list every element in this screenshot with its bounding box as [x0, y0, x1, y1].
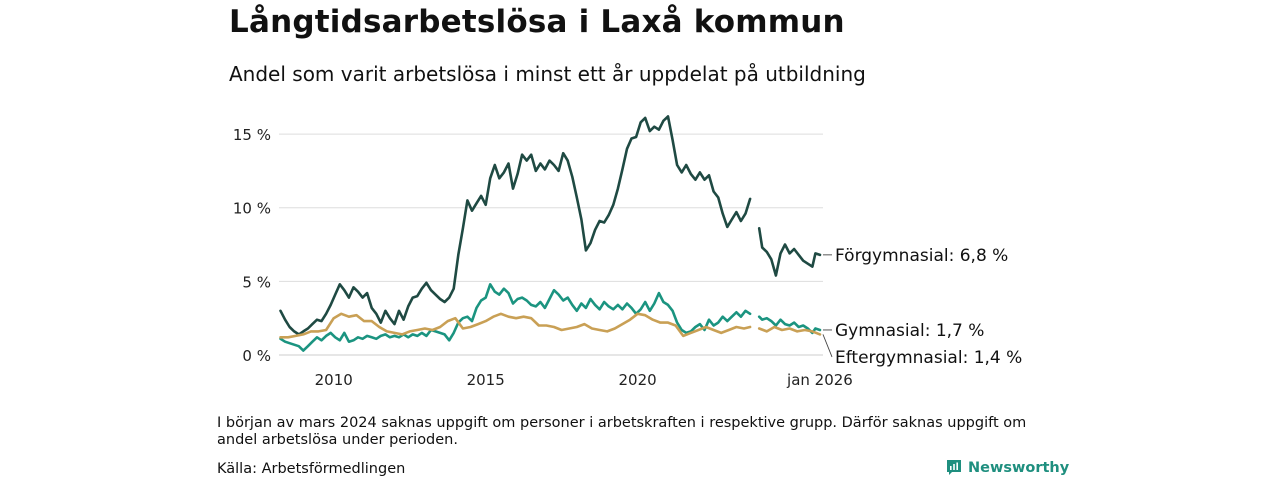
footnote: I början av mars 2024 saknas uppgift om … — [217, 415, 1027, 448]
brand-name: Newsworthy — [968, 459, 1070, 476]
x-tick-label: 2010 — [315, 371, 353, 389]
chart-title: Långtidsarbetslösa i Laxå kommun — [229, 4, 845, 40]
series-end-label: Gymnasial: 1,7 % — [835, 321, 984, 341]
y-tick-label: 0 % — [242, 347, 271, 365]
axis-ticks: 0 % 5 % 10 % 15 % 2010 2015 2020 jan 2026 — [233, 126, 853, 389]
series-end-label: Eftergymnasial: 1,4 % — [835, 348, 1022, 368]
x-tick-label: jan 2026 — [786, 371, 853, 389]
series-end-label: Förgymnasial: 6,8 % — [835, 246, 1008, 266]
series-line-eftergymnasial — [279, 312, 752, 339]
gridlines — [279, 133, 823, 356]
line-chart: Förgymnasial: 6,8 % Gymnasial: 1,7 % Efter… — [233, 115, 1022, 389]
series-line-förgymnasial — [279, 115, 752, 336]
y-tick-label: 5 % — [242, 273, 271, 291]
brand-logo[interactable]: Newsworthy — [946, 459, 1069, 476]
series-line-förgymnasial — [757, 227, 822, 277]
y-tick-label: 15 % — [233, 126, 271, 144]
x-tick-label: 2020 — [619, 371, 657, 389]
x-tick-label: 2015 — [467, 371, 505, 389]
chart-logo-icon — [947, 460, 961, 475]
y-tick-label: 10 % — [233, 200, 271, 218]
series-line-gymnasial — [279, 283, 752, 352]
source-line: Källa: Arbetsförmedlingen — [217, 461, 406, 477]
label-leader-line — [822, 334, 833, 358]
series-lines — [279, 115, 822, 352]
chart-subtitle: Andel som varit arbetslösa i minst ett å… — [229, 62, 866, 86]
series-line-eftergymnasial — [757, 325, 822, 336]
series-end-labels: Förgymnasial: 6,8 % Gymnasial: 1,7 % Efter… — [822, 246, 1022, 368]
